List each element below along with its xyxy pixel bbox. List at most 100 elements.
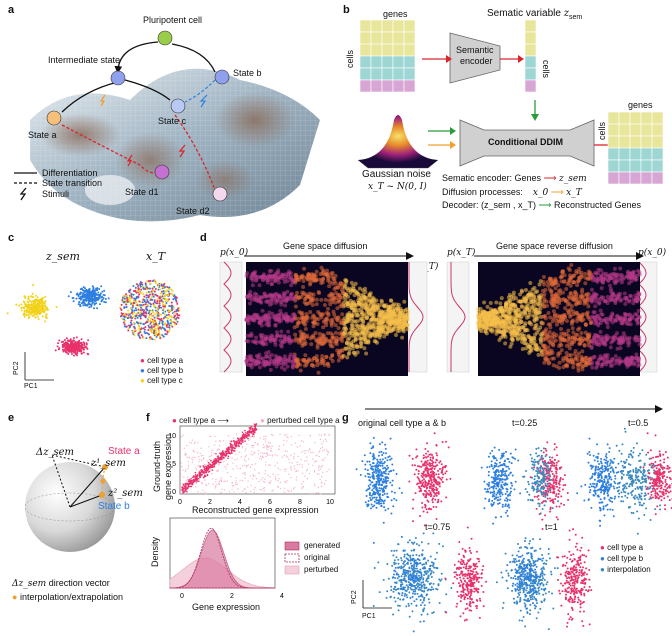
scatter-point [186,444,188,447]
scatter-point [142,293,145,296]
scatter-point [137,324,140,327]
orange-arrow-icon: ⟶ [550,187,564,197]
heatmap-dot [597,316,602,321]
heatmap-dot [583,272,588,277]
matrix-cell [403,19,416,33]
scatter-point [243,459,246,461]
heatmap-dot [567,267,572,272]
scatter-point [30,295,33,298]
matrix-cell [392,43,405,57]
scatter-point [309,435,312,437]
matrix-cell [381,19,394,33]
heatmap-dot [554,322,559,327]
scatter-point [290,454,292,456]
scatter-point [129,324,132,327]
scatter-point [304,475,306,477]
heatmap-dot [250,283,255,288]
heatmap-dot [519,319,524,324]
heatmap-dot [489,312,494,317]
heatmap-dot [574,301,579,306]
scatter-point [214,487,217,489]
scatter-point [131,309,134,312]
scatter-point [103,294,106,297]
heatmap-dot [305,314,310,319]
scatter-point [128,296,131,299]
scatter-point [285,433,288,436]
scatter-point [84,304,87,307]
heatmap-dot [570,326,575,331]
heatmap-dot [571,330,576,335]
heatmap-dot [559,279,564,284]
arrow-z-to-ddim [531,100,539,121]
scatter-point [156,306,159,309]
heatmap-dot [494,300,499,305]
heatmap-dot [610,311,615,316]
scatter-point [196,451,199,454]
scatter-point [279,433,281,436]
scatter-point [149,322,152,325]
heatmap-dot [570,280,575,285]
scatter-point [270,433,273,436]
scatter-point [294,442,296,444]
heatmap-dot [344,327,349,332]
scatter-point [168,305,171,308]
scatter-point [125,305,128,308]
heatmap-dot [283,274,288,279]
heatmap-dot [580,287,585,292]
encoder-l2: encoder [460,56,493,66]
heatmap-dot [258,320,263,325]
matrix-cell [629,111,642,125]
scatter-point [175,322,178,325]
scatter-point [145,307,148,310]
heatmap-dot [608,276,613,281]
scatter-point [149,336,152,339]
scatter-point [27,295,30,298]
heatmap-dot [314,337,319,342]
scatter-point [324,457,326,459]
heatmap-dot [304,318,309,323]
scatter-point [120,303,123,306]
scatter-point [57,342,60,345]
scatter-point [122,315,125,318]
heatmap-dot [361,312,366,317]
scatter-point [308,472,311,475]
scatter-point [151,326,154,329]
heatmap-dot [635,338,640,343]
heatmap-dot [269,268,274,273]
scatter-point [239,479,241,481]
scatter-point [79,297,82,300]
heatmap-dot [516,307,521,312]
scatter-point [319,478,321,481]
scatter-point [63,342,66,345]
heatmap-dot [332,312,337,317]
scatter-point [159,292,162,295]
scatter-point [42,308,45,311]
scatter-point [89,291,92,294]
c-title-right: x_T [146,250,166,263]
scatter-point [156,309,159,312]
scatter-point [148,309,151,312]
heatmap-dot [387,321,392,326]
scatter-point [245,460,247,462]
scatter-point [251,478,254,480]
heatmap-dot [520,339,525,344]
scatter-point [90,305,93,308]
scatter-point [85,343,88,346]
heatmap-dot [633,277,638,282]
heatmap-dot [285,358,290,363]
heatmap-dot [275,333,280,338]
matrix-cell [640,123,653,137]
scatter-point [130,293,133,296]
scatter-point [102,296,105,299]
heatmap-dot [603,299,608,304]
scatter-point [27,316,30,319]
heatmap-dot [558,275,563,280]
scatter-point [138,312,141,315]
panel-label-b: b [343,4,350,16]
heatmap-dot [295,358,300,363]
matrix-cell [524,79,537,93]
scatter-point [274,465,276,467]
node-state-a [46,110,62,126]
heatmap-dot [276,293,281,298]
heatmap-dot [488,301,493,306]
